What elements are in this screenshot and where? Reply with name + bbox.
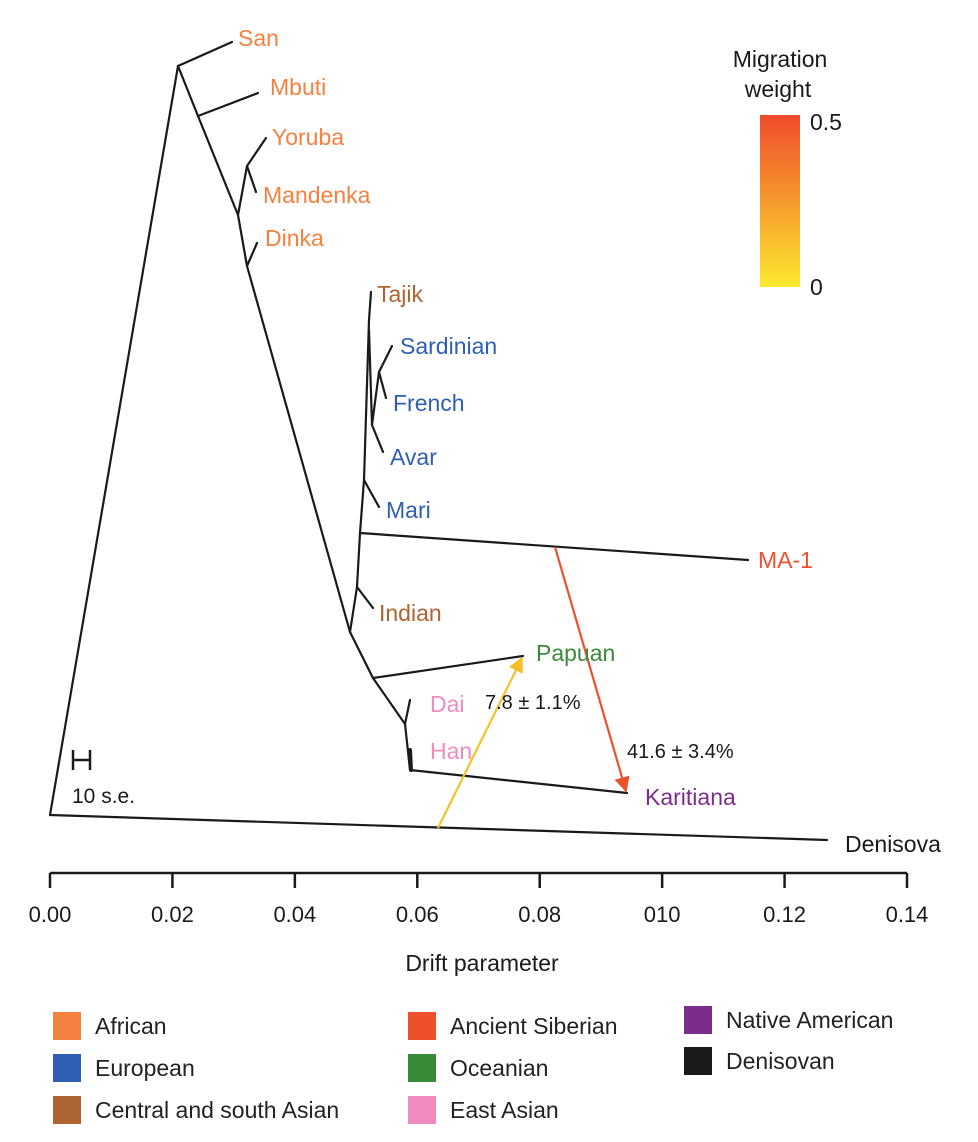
legend-european: European	[53, 1054, 195, 1082]
label-papuan: Papuan	[536, 640, 615, 666]
legend-african: African	[53, 1012, 167, 1040]
colorbar-max: 0.5	[810, 109, 842, 135]
legend-swatch	[408, 1012, 436, 1040]
x-tick-label: 0.14	[886, 902, 929, 927]
branch-dai	[403, 698, 412, 726]
branch-dinka	[245, 241, 259, 268]
branch-french	[377, 370, 388, 400]
legend-denisovan: Denisovan	[684, 1047, 835, 1075]
x-tick-label: 0.04	[273, 902, 316, 927]
x-tick-label: 0.00	[29, 902, 72, 927]
tree-branches	[48, 40, 829, 842]
branch-mbuti	[196, 91, 260, 118]
migration-label-papuan: 7.8 ± 1.1%	[485, 692, 581, 714]
colorbar-min: 0	[810, 274, 823, 300]
label-indian: Indian	[379, 600, 442, 626]
migration-arrow-denisova-papuan	[437, 656, 523, 829]
x-tick-label: 0.12	[763, 902, 806, 927]
x-tick-label: 010	[644, 902, 681, 927]
label-yoruba: Yoruba	[272, 124, 344, 150]
label-han: Han	[430, 738, 472, 764]
scale-bar: 10 s.e.	[71, 750, 135, 808]
label-san: San	[238, 25, 279, 51]
migration-arrow-ma1-karitiana	[553, 546, 630, 793]
label-karitiana: Karitiana	[645, 784, 736, 810]
label-mari: Mari	[386, 497, 431, 523]
legend-swatch	[53, 1012, 81, 1040]
legend-swatch	[684, 1047, 712, 1075]
label-french: French	[393, 390, 465, 416]
label-ma1: MA-1	[758, 547, 813, 573]
colorbar-title-1: Migration	[733, 46, 828, 72]
legend-label: Central and south Asian	[95, 1096, 340, 1123]
branch-main	[176, 64, 352, 634]
legend-label: Denisovan	[726, 1047, 835, 1074]
label-tajik: Tajik	[377, 281, 424, 307]
legend-label: Oceanian	[450, 1054, 549, 1081]
x-tick-label: 0.02	[151, 902, 194, 927]
label-mandenka: Mandenka	[263, 182, 371, 208]
branch-san	[176, 40, 234, 68]
branch-indian	[355, 585, 375, 610]
label-dinka: Dinka	[265, 225, 324, 251]
branch-east	[348, 630, 412, 772]
legend-east-asian: East Asian	[408, 1096, 559, 1124]
legend-swatch	[408, 1054, 436, 1082]
x-axis-label: Drift parameter	[405, 950, 559, 976]
colorbar-gradient	[760, 115, 800, 287]
label-avar: Avar	[390, 444, 437, 470]
population-labels: San Mbuti Yoruba Mandenka Dinka Tajik Sa…	[238, 25, 941, 857]
x-tick-label: 0.08	[518, 902, 561, 927]
branch-karitiana	[408, 768, 629, 795]
branch-papuan	[371, 654, 525, 680]
label-dai: Dai	[430, 691, 465, 717]
scale-bar-label: 10 s.e.	[72, 785, 135, 808]
branch-mari	[362, 478, 381, 509]
branch-ma1	[358, 531, 750, 562]
legend-label: Ancient Siberian	[450, 1012, 618, 1039]
legend-swatch	[53, 1054, 81, 1082]
migration-label-karitiana: 41.6 ± 3.4%	[627, 741, 734, 763]
x-tick-label: 0.06	[396, 902, 439, 927]
legend-label: East Asian	[450, 1096, 559, 1123]
legend-label: Native American	[726, 1006, 894, 1033]
label-sardinian: Sardinian	[400, 333, 497, 359]
legend-swatch	[53, 1096, 81, 1124]
legend-swatch	[684, 1006, 712, 1034]
legend-native-american: Native American	[684, 1006, 893, 1034]
branch-root	[48, 64, 180, 817]
legend-label: African	[95, 1012, 167, 1039]
colorbar-title-2: weight	[744, 76, 812, 102]
legend-swatch	[408, 1096, 436, 1124]
branch-eurasian	[348, 290, 373, 634]
x-axis: 0.00 0.02 0.04 0.06 0.08 010 0.12 0.14	[29, 871, 929, 927]
legend-oceanian: Oceanian	[408, 1054, 548, 1082]
colorbar: Migration weight 0.5 0	[733, 46, 842, 300]
branch-european-clade	[367, 328, 394, 426]
branch-han	[408, 748, 413, 772]
label-mbuti: Mbuti	[270, 74, 326, 100]
legend-label: European	[95, 1054, 195, 1081]
legend-central-south-asian: Central and south Asian	[53, 1096, 339, 1124]
label-denisova: Denisova	[845, 831, 941, 857]
legend-ancient-siberian: Ancient Siberian	[408, 1012, 618, 1040]
branch-avar	[370, 423, 385, 454]
branch-yoruba	[236, 136, 268, 217]
branch-mandenka	[245, 164, 258, 194]
